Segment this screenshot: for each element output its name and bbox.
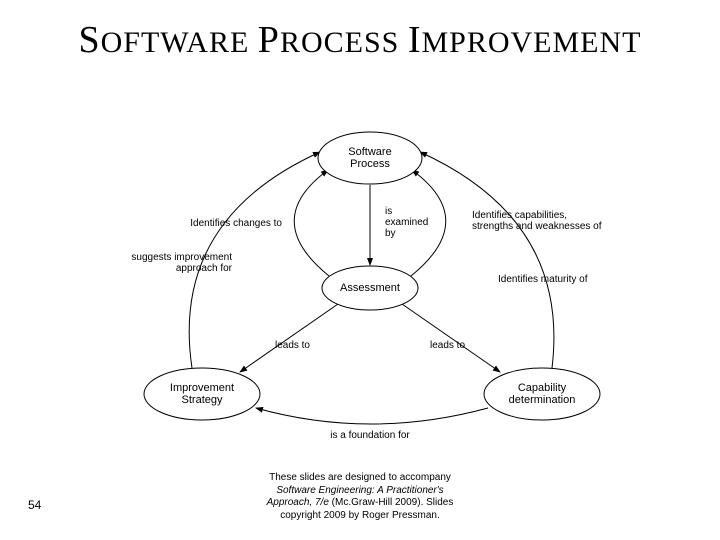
edge-label-assess_to_imp: leads to <box>275 340 310 351</box>
node-label-software_process: Software <box>348 146 391 158</box>
process-diagram: isexaminedby Identifies changes to Identif… <box>110 110 630 450</box>
title-cap-2: P <box>258 19 280 61</box>
edge-assess_to_sp_left <box>294 170 329 276</box>
title-rest-2: ROCESS <box>280 26 399 59</box>
title-cap-1: S <box>78 19 100 61</box>
node-label-improvement_strategy: Improvement <box>170 382 234 394</box>
node-label-improvement_strategy: Strategy <box>182 394 223 406</box>
edge-label-sp_to_assess: is <box>385 206 392 217</box>
node-label-assessment: Assessment <box>340 282 400 294</box>
edge-label-imp_to_sp: approach for <box>176 263 233 274</box>
edge-label-imp_to_sp: suggests improvement <box>131 252 232 263</box>
footer-line-2: Software Engineering: A Practitioner's <box>276 485 443 496</box>
edge-label-cap_to_imp: is a foundation for <box>330 430 410 441</box>
title-rest-1: OFTWARE <box>101 26 250 59</box>
edge-cap_to_sp <box>420 152 554 368</box>
edge-assess_to_cap <box>402 304 500 372</box>
edge-label-sp_to_assess: by <box>385 228 396 239</box>
edge-label-sp_to_assess: examined <box>385 217 428 228</box>
title-cap-3: I <box>408 19 422 61</box>
slide: SOFTWARE PROCESS IMPROVEMENT isexaminedb… <box>0 0 720 540</box>
edge-label-assess_to_sp_right: Identifies capabilities, <box>472 210 567 221</box>
footer-line-3b: (Mc.Graw-Hill 2009). Slides <box>329 497 453 508</box>
page-title: SOFTWARE PROCESS IMPROVEMENT <box>0 18 720 62</box>
edge-label-cap_to_sp: Identifies maturity of <box>498 274 588 285</box>
title-rest-3: MPROVEMENT <box>421 26 641 59</box>
edge-label-assess_to_sp_right: strengths and weaknesses of <box>472 221 602 232</box>
diagram-svg: isexaminedby Identifies changes to Identif… <box>110 110 630 450</box>
node-label-software_process: Process <box>350 158 390 170</box>
page-number: 54 <box>28 498 41 512</box>
edge-label-assess_to_sp_left: Identifies changes to <box>190 218 282 229</box>
footer-line-1: These slides are designed to accompany <box>269 472 451 483</box>
node-label-capability_determination: determination <box>509 394 576 406</box>
edge-cap_to_imp <box>256 408 488 424</box>
footer-line-4: copyright 2009 by Roger Pressman. <box>280 510 440 521</box>
copyright-footer: These slides are designed to accompany S… <box>230 472 490 522</box>
node-label-capability_determination: Capability <box>518 382 567 394</box>
edge-assess_to_imp <box>240 304 338 372</box>
edge-label-assess_to_cap: leads to <box>430 340 465 351</box>
footer-line-3a: Approach, 7/e <box>267 497 329 508</box>
